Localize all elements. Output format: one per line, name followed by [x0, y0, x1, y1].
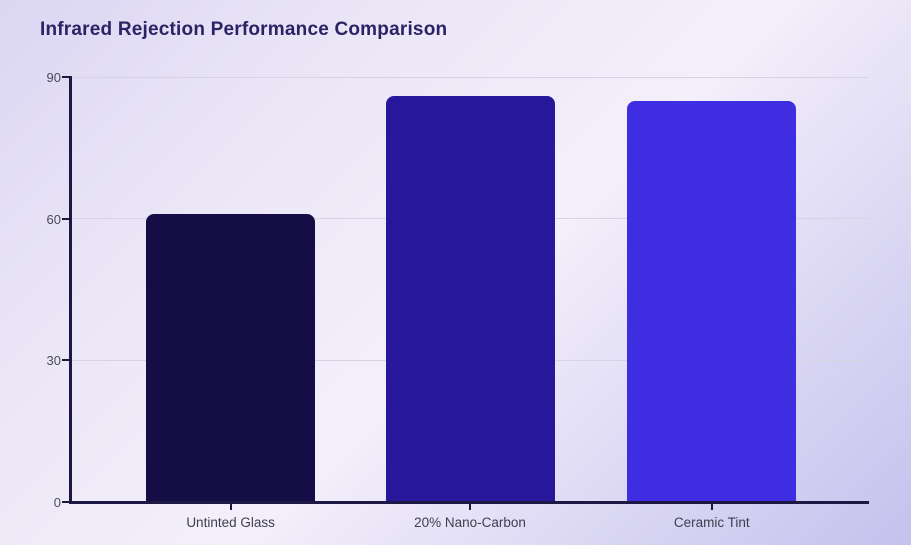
x-tick-label-2: 20% Nano-Carbon	[414, 514, 526, 530]
y-tick-label-90: 90	[46, 70, 61, 85]
plot-area: 0 30 60 90 Untinted Glass 20% Nano-Carbon Cer…	[47, 71, 869, 529]
y-tick-mark-30	[62, 359, 70, 362]
y-axis-line	[69, 76, 72, 503]
gridline-90	[71, 76, 869, 78]
y-tick-mark-60	[62, 217, 70, 220]
y-tick-label-0: 0	[53, 495, 61, 510]
y-tick-label-60: 60	[46, 211, 61, 227]
x-tick-mark-3	[710, 504, 713, 510]
bar-20-nano-carbon	[385, 95, 555, 502]
chart-title: Infrared Rejection Performance Compariso…	[40, 19, 448, 40]
x-tick-label-3: Ceramic Tint	[673, 514, 750, 530]
x-tick-mark-2	[469, 504, 471, 510]
x-axis-line	[69, 501, 869, 504]
x-tick-label-1: Untinted Glass	[186, 514, 275, 530]
x-tick-mark-1	[229, 504, 232, 510]
bar-untinted-glass	[146, 213, 316, 502]
y-tick-mark-90	[62, 76, 70, 78]
bar-ceramic-tint	[627, 100, 797, 502]
y-tick-label-30: 30	[46, 353, 61, 369]
y-tick-mark-0	[62, 501, 70, 503]
